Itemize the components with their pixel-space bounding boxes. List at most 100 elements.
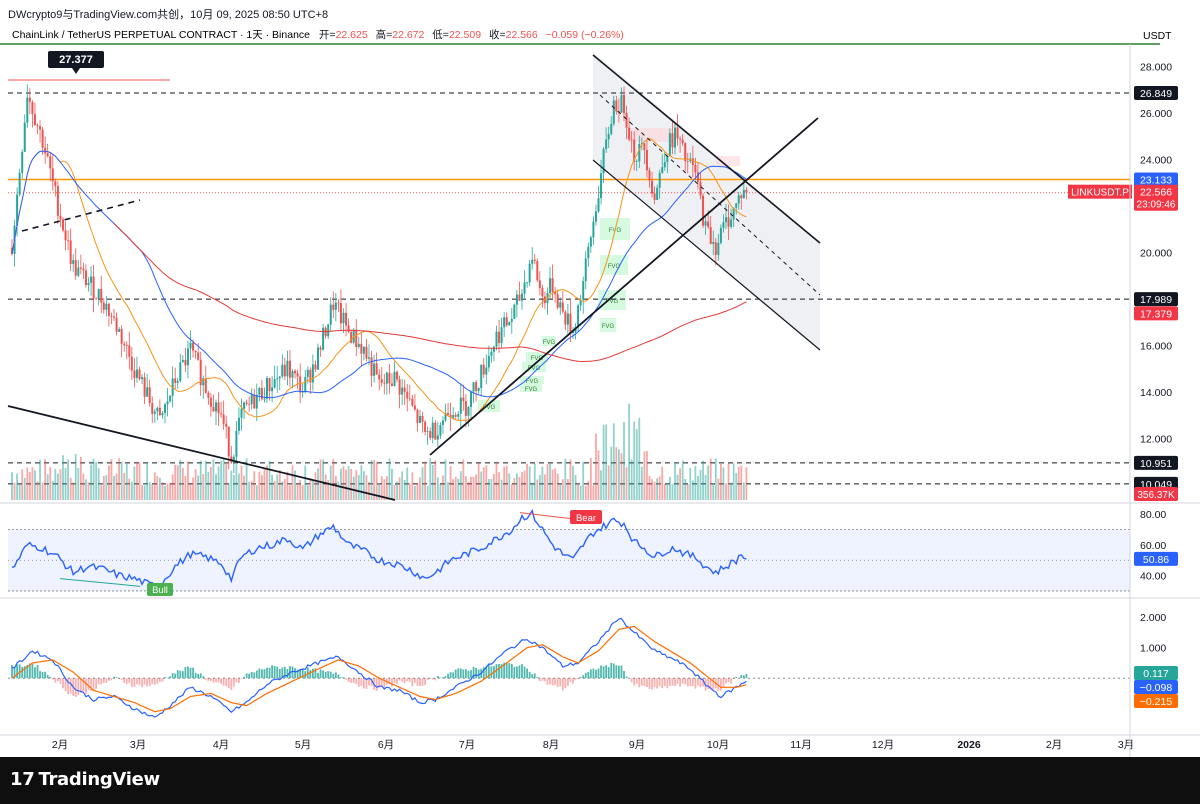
candle[interactable] [102,298,105,314]
candle[interactable] [21,149,24,179]
candle[interactable] [337,299,340,313]
candle[interactable] [362,346,365,361]
candle[interactable] [579,295,582,311]
candle[interactable] [452,407,455,421]
candle[interactable] [668,128,671,157]
candle[interactable] [207,390,210,405]
candle[interactable] [283,357,286,381]
candle[interactable] [49,152,52,182]
candle[interactable] [370,350,373,387]
candle[interactable] [653,186,656,205]
candle[interactable] [495,325,498,351]
candle[interactable] [286,350,289,386]
candle[interactable] [181,355,184,363]
candle[interactable] [266,375,268,403]
candle[interactable] [745,186,748,200]
candle[interactable] [174,367,177,390]
candle[interactable] [212,394,215,412]
candle[interactable] [18,168,21,197]
candle[interactable] [260,379,263,401]
candle[interactable] [671,119,674,155]
candle[interactable] [44,136,47,165]
candle[interactable] [324,326,327,339]
candle[interactable] [64,221,67,251]
candle[interactable] [582,276,585,314]
candle[interactable] [317,343,319,370]
candle[interactable] [235,421,238,462]
candle[interactable] [240,398,243,431]
candle[interactable] [184,347,187,372]
candle[interactable] [258,387,261,402]
candle[interactable] [589,235,592,253]
candle[interactable] [594,204,597,226]
candle[interactable] [462,384,465,411]
candle[interactable] [630,131,633,153]
candle[interactable] [572,327,574,339]
candle[interactable] [709,216,712,245]
candle[interactable] [141,374,144,384]
candle[interactable] [232,454,235,474]
candle[interactable] [360,332,363,367]
time-axis[interactable]: 2月 3月 4月 5月 6月 7月 8月 9月 10月 11月 12月 2026 2月 3月 [52,739,1134,751]
candle[interactable] [347,318,350,334]
candle[interactable] [663,152,666,171]
candle[interactable] [288,349,291,387]
candle[interactable] [712,230,715,255]
candle[interactable] [531,247,534,270]
candle[interactable] [521,289,523,310]
candle[interactable] [607,126,610,148]
candle[interactable] [375,352,378,375]
candle[interactable] [67,230,70,251]
candle[interactable] [151,396,154,424]
candle[interactable] [434,419,437,441]
candle[interactable] [605,127,608,153]
candle[interactable] [46,143,49,158]
candle[interactable] [500,317,503,349]
candle[interactable] [725,203,727,229]
candle[interactable] [135,356,138,383]
candle[interactable] [296,369,299,390]
candle[interactable] [199,351,202,397]
candle[interactable] [120,325,123,358]
candle[interactable] [138,366,141,381]
candle[interactable] [339,289,342,330]
candle[interactable] [204,365,207,394]
candle[interactable] [648,167,651,188]
candle[interactable] [569,299,572,343]
candle[interactable] [334,292,337,322]
candle[interactable] [227,426,230,470]
candle[interactable] [39,120,42,143]
candle[interactable] [426,426,429,445]
candle[interactable] [158,399,161,416]
candle[interactable] [146,373,149,397]
candle[interactable] [413,394,416,412]
candle[interactable] [510,307,513,334]
candle[interactable] [447,403,450,417]
candle[interactable] [470,390,472,421]
candle[interactable] [301,384,304,398]
candle[interactable] [477,387,480,394]
candle[interactable] [421,411,424,433]
candle[interactable] [623,86,625,122]
candle[interactable] [100,275,103,314]
candle[interactable] [559,297,562,315]
candle[interactable] [169,394,172,403]
candle[interactable] [350,329,353,344]
candle[interactable] [36,123,39,135]
candle[interactable] [727,204,730,241]
candle[interactable] [388,363,391,394]
candle[interactable] [41,127,44,155]
candle[interactable] [143,372,146,404]
candle[interactable] [357,336,360,349]
candle[interactable] [638,135,641,168]
candle[interactable] [23,114,26,152]
candle[interactable] [276,365,279,393]
candle[interactable] [457,411,460,421]
candle[interactable] [319,345,322,357]
candle[interactable] [549,267,552,299]
candle[interactable] [56,181,59,224]
rsi-pane[interactable]: Bull Bear 80.00 60.00 40.00 50.86 [8,508,1178,596]
candle[interactable] [679,136,682,153]
